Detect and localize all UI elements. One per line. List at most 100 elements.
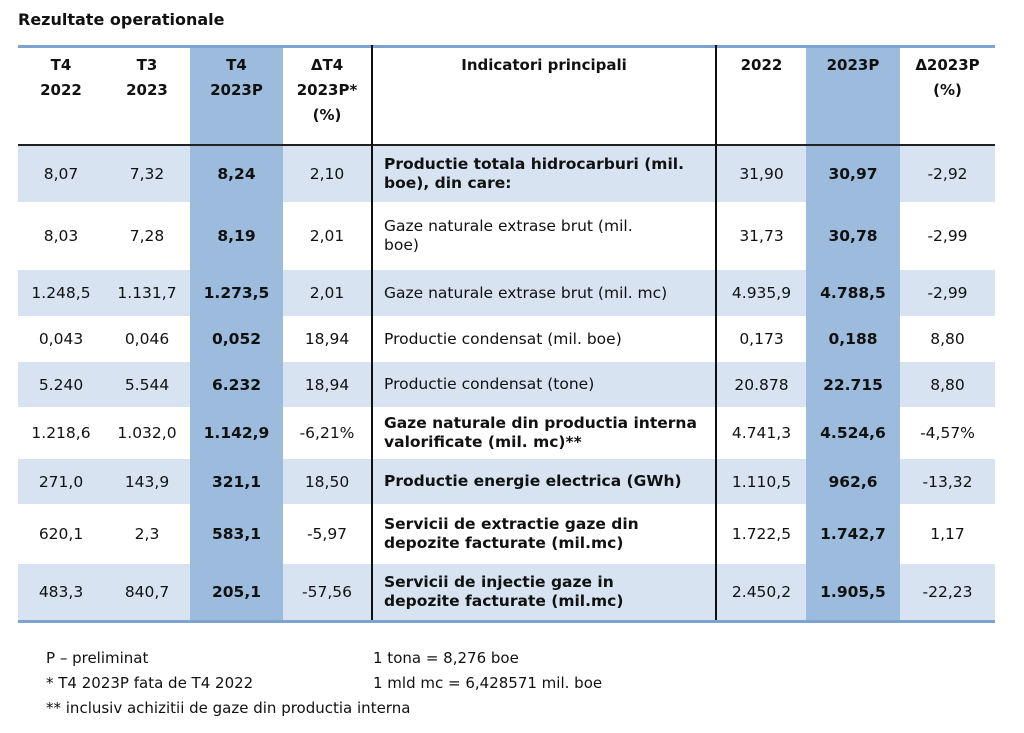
cell-delta-2023p: 8,80 bbox=[930, 330, 965, 348]
cell-y2023p: 30,78 bbox=[828, 227, 878, 245]
cell-t4-2023p: 321,1 bbox=[211, 472, 262, 491]
cell-y2023p: 962,6 bbox=[828, 472, 878, 491]
operational-results-table: T4 2022 T3 2023 T4 2023P ΔT4 2023P* (%) … bbox=[18, 45, 995, 625]
highlight-column-2023p bbox=[806, 45, 900, 620]
cell-delta-t4: -6,21% bbox=[299, 424, 355, 442]
table-row: 483,3 840,7 205,1 -57,56 2.450,2 1.905,5 -22,2… bbox=[18, 564, 995, 620]
cell-y2023p: 1.905,5 bbox=[820, 583, 886, 601]
cell-y2022: 2.450,2 bbox=[731, 583, 792, 601]
cell-y2022: 4.741,3 bbox=[731, 424, 792, 442]
table-bottom-rule bbox=[18, 620, 995, 623]
cell-t4-2023p: 8,19 bbox=[217, 227, 256, 245]
cell-t4-2022: 8,07 bbox=[43, 165, 79, 183]
indicator-right-divider bbox=[715, 45, 717, 620]
cell-y2022: 1.722,5 bbox=[731, 525, 792, 543]
table-row: 8,03 7,28 8,19 2,01 31,73 30,78 -2,99 Gaze natu… bbox=[18, 202, 995, 270]
cell-delta-2023p: 1,17 bbox=[930, 525, 965, 543]
cell-y2023p: 22.715 bbox=[823, 375, 883, 394]
cell-delta-2023p: 8,80 bbox=[930, 375, 965, 394]
table-row: 271,0 143,9 321,1 18,50 1.110,5 962,6 -13,32 Pr… bbox=[18, 459, 995, 504]
cell-t4-2022: 0,043 bbox=[38, 330, 84, 348]
cell-t3-2023: 1.032,0 bbox=[117, 424, 177, 442]
cell-t4-2023p: 6.232 bbox=[211, 375, 262, 394]
cell-t3-2023: 7,28 bbox=[129, 227, 165, 245]
cell-t4-2023p: 0,052 bbox=[211, 330, 262, 348]
cell-delta-t4: 18,94 bbox=[304, 375, 350, 394]
header-t3-2023: T3 2023 bbox=[126, 56, 168, 99]
cell-t4-2023p: 1.273,5 bbox=[203, 284, 270, 302]
cell-indicator: Productie condensat (mil. boe) bbox=[384, 316, 712, 362]
header-delta-t4: ΔT4 2023P* (%) bbox=[296, 56, 358, 124]
cell-delta-2023p: -2,99 bbox=[927, 227, 968, 245]
header-2022: 2022 bbox=[740, 56, 783, 74]
cell-indicator: Productie totala hidrocarburi (mil. boe),… bbox=[384, 146, 712, 202]
cell-delta-2023p: -4,57% bbox=[920, 424, 975, 442]
cell-t4-2023p: 1.142,9 bbox=[203, 424, 270, 442]
cell-indicator: Servicii de injectie gaze in depozite fac… bbox=[384, 564, 712, 620]
cell-t3-2023: 1.131,7 bbox=[117, 284, 177, 302]
cell-t3-2023: 5.544 bbox=[124, 375, 170, 394]
cell-y2022: 4.935,9 bbox=[731, 284, 792, 302]
cell-delta-t4: 2,10 bbox=[309, 165, 345, 183]
cell-t4-2022: 8,03 bbox=[43, 227, 79, 245]
footnote-acquisitions: ** inclusiv achizitii de gaze din produc… bbox=[46, 699, 411, 717]
indicator-line: valorificate (mil. mc)** bbox=[384, 433, 582, 451]
cell-t4-2023p: 8,24 bbox=[217, 165, 256, 183]
footnotes-right: 1 tona = 8,276 boe 1 mld mc = 6,428571 m… bbox=[373, 646, 602, 696]
indicator-line: Gaze naturale din productia interna bbox=[384, 414, 697, 432]
indicator-left-divider bbox=[371, 45, 373, 620]
cell-y2022: 31,90 bbox=[739, 165, 784, 183]
cell-y2023p: 30,97 bbox=[828, 165, 878, 183]
table-top-rule bbox=[18, 45, 995, 48]
cell-indicator: Servicii de extractie gaze din depozite f… bbox=[384, 504, 712, 564]
cell-t4-2022: 1.248,5 bbox=[31, 284, 91, 302]
indicator-line: boe) bbox=[384, 236, 419, 254]
indicator-line: Productie energie electrica (GWh) bbox=[384, 472, 682, 490]
header-delta-2023p: Δ2023P (%) bbox=[915, 56, 980, 99]
indicator-line: Gaze naturale extrase brut (mil. mc) bbox=[384, 283, 668, 302]
header-indicator: Indicatori principali bbox=[461, 56, 627, 74]
indicator-line: depozite facturate (mil.mc) bbox=[384, 592, 624, 610]
header-t4-2022: T4 2022 bbox=[40, 56, 82, 99]
cell-y2022: 31,73 bbox=[739, 227, 784, 245]
table-row: 620,1 2,3 583,1 -5,97 1.722,5 1.742,7 1,17 Serv… bbox=[18, 504, 995, 564]
cell-t4-2023p: 583,1 bbox=[211, 525, 262, 543]
indicator-line: boe), din care: bbox=[384, 174, 512, 192]
cell-delta-2023p: -22,23 bbox=[922, 583, 973, 601]
cell-t4-2022: 271,0 bbox=[38, 472, 84, 491]
indicator-line: Productie totala hidrocarburi (mil. bbox=[384, 155, 684, 173]
cell-delta-2023p: -13,32 bbox=[922, 472, 973, 491]
cell-delta-t4: 2,01 bbox=[309, 227, 345, 245]
table-row: 5.240 5.544 6.232 18,94 20.878 22.715 8,80 Prod… bbox=[18, 362, 995, 407]
cell-t4-2022: 1.218,6 bbox=[31, 424, 91, 442]
cell-indicator: Productie condensat (tone) bbox=[384, 362, 712, 407]
footnotes-left: P – preliminat * T4 2023P fata de T4 202… bbox=[46, 646, 410, 721]
footnote-comparison: * T4 2023P fata de T4 2022 bbox=[46, 674, 254, 692]
cell-t3-2023: 840,7 bbox=[124, 583, 170, 601]
cell-t4-2023p: 205,1 bbox=[211, 583, 262, 601]
cell-indicator: Gaze naturale extrase brut (mil. boe) bbox=[384, 202, 712, 270]
table-row: 1.248,5 1.131,7 1.273,5 2,01 4.935,9 4.788,5 -… bbox=[18, 270, 995, 316]
cell-delta-t4: 18,94 bbox=[304, 330, 350, 348]
cell-delta-2023p: -2,99 bbox=[927, 284, 968, 302]
cell-y2023p: 4.788,5 bbox=[820, 284, 886, 302]
highlight-column-t4-2023p bbox=[190, 45, 283, 620]
cell-t4-2022: 5.240 bbox=[38, 375, 84, 394]
indicator-line: Productie condensat (tone) bbox=[384, 375, 595, 393]
cell-delta-2023p: -2,92 bbox=[927, 165, 968, 183]
cell-indicator: Gaze naturale din productia interna valor… bbox=[384, 407, 712, 459]
indicator-line: Servicii de injectie gaze in bbox=[384, 573, 614, 591]
cell-delta-t4: 2,01 bbox=[309, 284, 345, 302]
cell-delta-t4: -57,56 bbox=[302, 583, 352, 601]
indicator-line: Servicii de extractie gaze din bbox=[384, 515, 639, 533]
cell-indicator: Gaze naturale extrase brut (mil. mc) bbox=[384, 270, 712, 316]
table-row: 0,043 0,046 0,052 18,94 0,173 0,188 8,80 Produc… bbox=[18, 316, 995, 362]
footnote-preliminary: P – preliminat bbox=[46, 649, 149, 667]
conversion-mld-mc: 1 mld mc = 6,428571 mil. boe bbox=[373, 674, 603, 692]
indicator-line: Productie condensat (mil. boe) bbox=[384, 329, 622, 348]
cell-y2022: 20.878 bbox=[734, 375, 789, 394]
cell-y2023p: 0,188 bbox=[828, 330, 878, 348]
cell-y2022: 1.110,5 bbox=[731, 472, 792, 491]
conversion-tona: 1 tona = 8,276 boe bbox=[373, 649, 519, 667]
cell-t3-2023: 2,3 bbox=[134, 525, 160, 543]
